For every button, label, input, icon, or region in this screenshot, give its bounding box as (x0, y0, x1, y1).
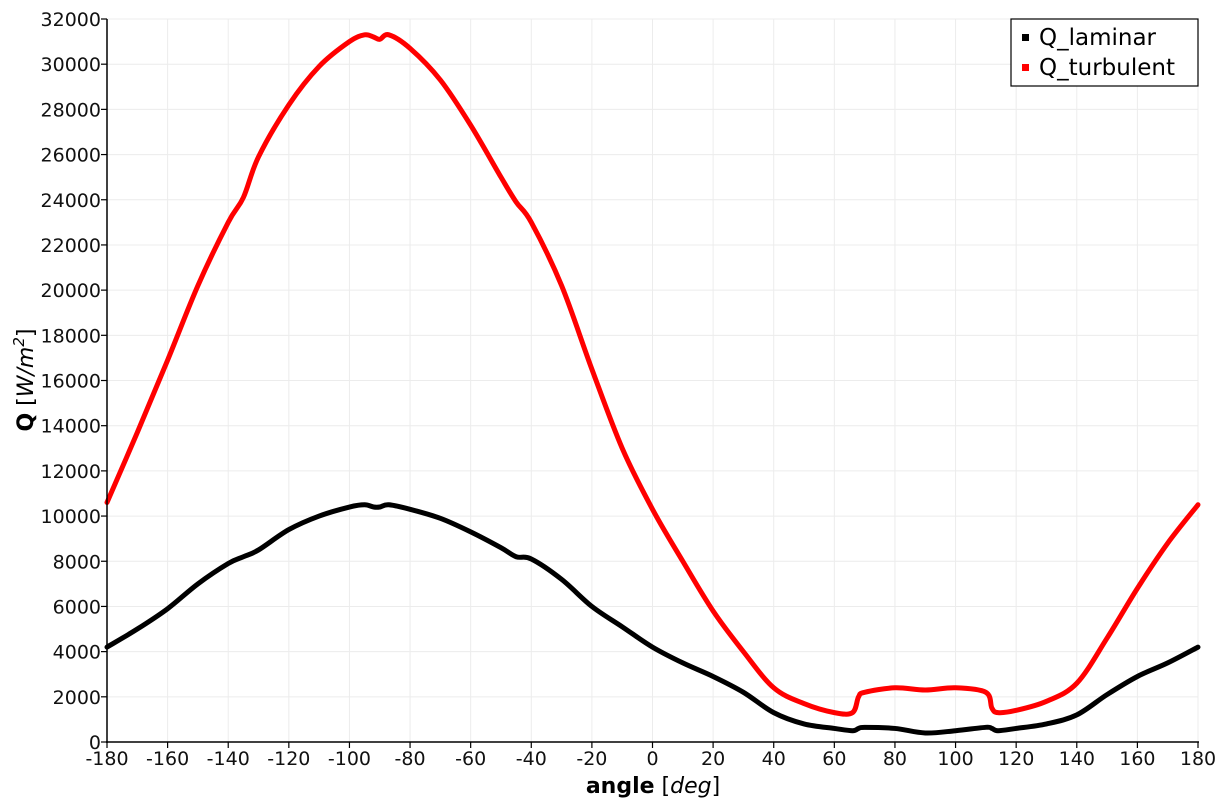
y-tick-label: 4000 (53, 642, 101, 664)
x-axis-title: angle [deg] (586, 774, 720, 799)
y-tick-label: 20000 (41, 280, 101, 302)
series-line-q-laminar (104, 502, 1201, 736)
x-tick-label: -100 (328, 748, 371, 770)
legend-swatch-turbulent (1022, 64, 1029, 71)
x-tick-label: 140 (1059, 748, 1095, 770)
x-tick-label: 160 (1119, 748, 1155, 770)
x-tick-label: 180 (1180, 748, 1216, 770)
x-tick-label: 0 (646, 748, 658, 770)
x-axis-ticks: -180 -160 -140 -120 -100 -80 -60 -40 -20 0 20 40 60 8… (85, 742, 1216, 770)
x-tick-label: 100 (937, 748, 973, 770)
x-tick-label: -120 (267, 748, 310, 770)
x-tick-label: -60 (455, 748, 486, 770)
y-axis-title: Q [W/m2] (10, 328, 39, 431)
legend-label-laminar: Q_laminar (1039, 25, 1157, 51)
y-tick-label: 12000 (41, 461, 101, 483)
x-tick-label: -80 (395, 748, 426, 770)
y-tick-label: 32000 (41, 9, 101, 31)
grid-lines (107, 18, 1199, 742)
series-line-q-turbulent (104, 32, 1201, 717)
x-tick-label: 80 (883, 748, 907, 770)
legend: Q_laminar Q_turbulent (1010, 18, 1199, 87)
x-tick-label: -140 (207, 748, 250, 770)
y-tick-label: 24000 (41, 190, 101, 212)
y-tick-label: 26000 (41, 145, 101, 167)
x-tick-label: -40 (516, 748, 547, 770)
x-tick-label: -20 (576, 748, 607, 770)
y-tick-label: 18000 (41, 325, 101, 347)
y-tick-label: 14000 (41, 416, 101, 438)
legend-box (1010, 18, 1199, 87)
y-tick-label: 10000 (41, 506, 101, 528)
x-tick-label: 20 (701, 748, 725, 770)
y-tick-label: 28000 (41, 99, 101, 121)
y-tick-label: 8000 (53, 551, 101, 573)
legend-label-turbulent: Q_turbulent (1039, 55, 1175, 81)
x-tick-label: -180 (85, 748, 128, 770)
x-tick-label: 60 (822, 748, 846, 770)
y-tick-label: 30000 (41, 54, 101, 76)
x-tick-label: 120 (998, 748, 1034, 770)
y-tick-label: 6000 (53, 596, 101, 618)
y-tick-label: 2000 (53, 687, 101, 709)
data-series (104, 32, 1201, 736)
x-tick-label: 40 (762, 748, 786, 770)
y-tick-label: 22000 (41, 235, 101, 257)
y-axis-ticks: 0 2000 4000 6000 8000 10000 12000 14000 16000 180… (41, 9, 107, 754)
x-tick-label: -160 (146, 748, 189, 770)
y-tick-label: 0 (89, 732, 101, 754)
legend-swatch-laminar (1022, 34, 1029, 41)
y-tick-label: 16000 (41, 371, 101, 393)
